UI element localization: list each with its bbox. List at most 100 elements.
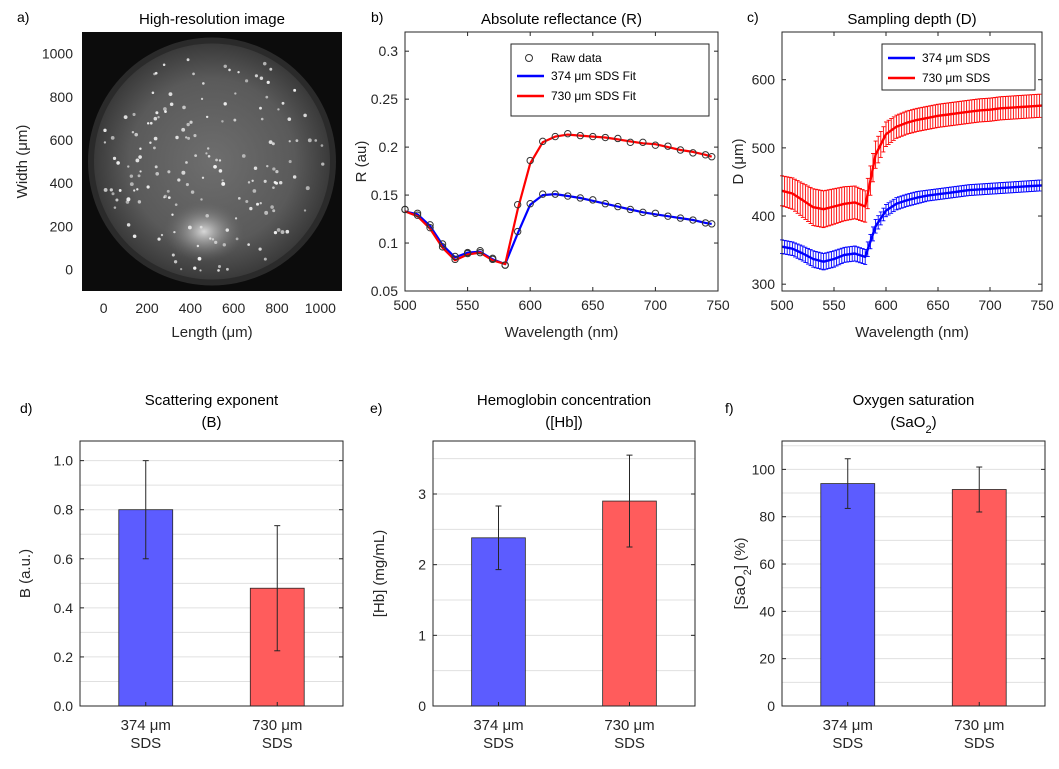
image-speckle <box>116 161 120 165</box>
image-speckle <box>185 136 188 139</box>
y-axis-label: [Hb] (mg/mL) <box>371 530 388 618</box>
x-tick-label: 1000 <box>305 300 336 316</box>
panel-label: c) <box>747 9 759 25</box>
image-speckle <box>202 82 205 85</box>
chart-title: Oxygen saturation <box>853 392 975 409</box>
image-speckle <box>217 269 220 272</box>
plot-frame <box>432 440 696 707</box>
image-speckle <box>275 170 279 174</box>
y-tick-label: 0 <box>767 698 775 714</box>
image-speckle <box>234 217 238 220</box>
image-speckle <box>138 155 142 159</box>
y-tick-label: 200 <box>50 218 74 234</box>
chart-title: Hemoglobin concentration <box>477 392 651 409</box>
bar-730 <box>951 489 1007 707</box>
image-speckle <box>221 120 224 123</box>
image-speckle <box>193 134 197 138</box>
chart-title: Sampling depth (D) <box>847 11 976 28</box>
y-tick-label: 500 <box>752 140 776 156</box>
image-speckle <box>222 243 226 247</box>
raw-data-point <box>676 214 685 222</box>
raw-data-point <box>413 211 422 219</box>
image-speckle <box>154 165 158 169</box>
x-tick-label: SDS <box>614 735 645 752</box>
image-speckle <box>234 92 237 95</box>
x-tick-label: 600 <box>222 300 246 316</box>
y-tick-label: 0.8 <box>54 502 74 518</box>
raw-data-point <box>438 243 447 251</box>
image-speckle <box>285 229 290 234</box>
image-speckle <box>112 156 117 161</box>
raw-data-point <box>651 141 660 149</box>
image-speckle <box>247 243 250 246</box>
image-speckle <box>249 206 253 211</box>
image-speckle <box>160 233 164 237</box>
image-speckle <box>218 159 222 162</box>
panel-label: d) <box>20 400 32 416</box>
raw-data-point <box>689 216 697 224</box>
raw-data-point <box>551 132 559 141</box>
image-speckle <box>237 70 240 74</box>
legend-label: 730 μm SDS Fit <box>551 89 637 103</box>
image-speckle <box>103 128 107 133</box>
image-speckle <box>171 253 175 257</box>
image-speckle <box>187 136 191 140</box>
raw-data-point <box>614 202 622 211</box>
image-speckle <box>217 265 222 269</box>
image-speckle <box>149 121 153 125</box>
image-speckle <box>235 237 239 241</box>
x-tick-label: 0 <box>100 300 108 316</box>
image-speckle <box>288 140 291 143</box>
plot-frame <box>781 31 1043 292</box>
image-speckle <box>205 152 208 155</box>
image-speckle <box>320 144 324 147</box>
image-speckle <box>273 230 278 235</box>
y-tick-label: 0.2 <box>379 139 399 155</box>
raw-data-point <box>476 247 484 255</box>
image-speckle <box>237 196 241 200</box>
image-speckle <box>218 169 223 173</box>
raw-data-point <box>639 208 647 217</box>
y-tick-label: 0 <box>418 698 426 714</box>
image-speckle <box>207 154 211 158</box>
image-speckle <box>136 188 139 191</box>
image-speckle <box>181 127 186 132</box>
image-speckle <box>181 170 186 175</box>
y-tick-label: 80 <box>759 509 775 525</box>
x-tick-label: 700 <box>644 297 668 313</box>
legend-label: Raw data <box>551 51 602 65</box>
image-speckle <box>292 175 297 179</box>
y-tick-label: 600 <box>752 72 776 88</box>
legend-label: 374 μm SDS Fit <box>551 69 637 83</box>
image-speckle <box>153 72 156 76</box>
image-speckle <box>295 139 299 143</box>
panel-label: f) <box>725 400 734 416</box>
image-speckle <box>139 147 142 150</box>
image-speckle <box>200 97 204 101</box>
image-speckle <box>262 61 267 66</box>
raw-data-point <box>564 192 572 200</box>
image-speckle <box>153 116 158 121</box>
x-tick-label: 500 <box>393 297 417 313</box>
legend-marker-raw <box>525 54 533 62</box>
raw-data-point <box>664 142 672 150</box>
raw-data-point <box>526 200 534 208</box>
image-speckle <box>118 189 122 192</box>
x-tick-label: 700 <box>978 297 1002 313</box>
y-tick-label: 1 <box>418 627 426 643</box>
image-speckle <box>281 101 285 105</box>
x-tick-label: 800 <box>265 300 289 316</box>
y-tick-label: 0 <box>65 261 73 277</box>
image-speckle <box>252 189 257 193</box>
image-speckle <box>209 237 212 240</box>
y-axis-label: R (au) <box>353 141 370 183</box>
image-speckle <box>221 181 226 186</box>
image-speckle <box>271 142 275 146</box>
image-speckle <box>268 140 273 145</box>
image-speckle <box>225 228 229 232</box>
image-speckle <box>263 179 267 183</box>
y-tick-label: 0.6 <box>54 551 74 567</box>
image-speckle <box>259 106 262 110</box>
legend-box <box>510 43 710 117</box>
